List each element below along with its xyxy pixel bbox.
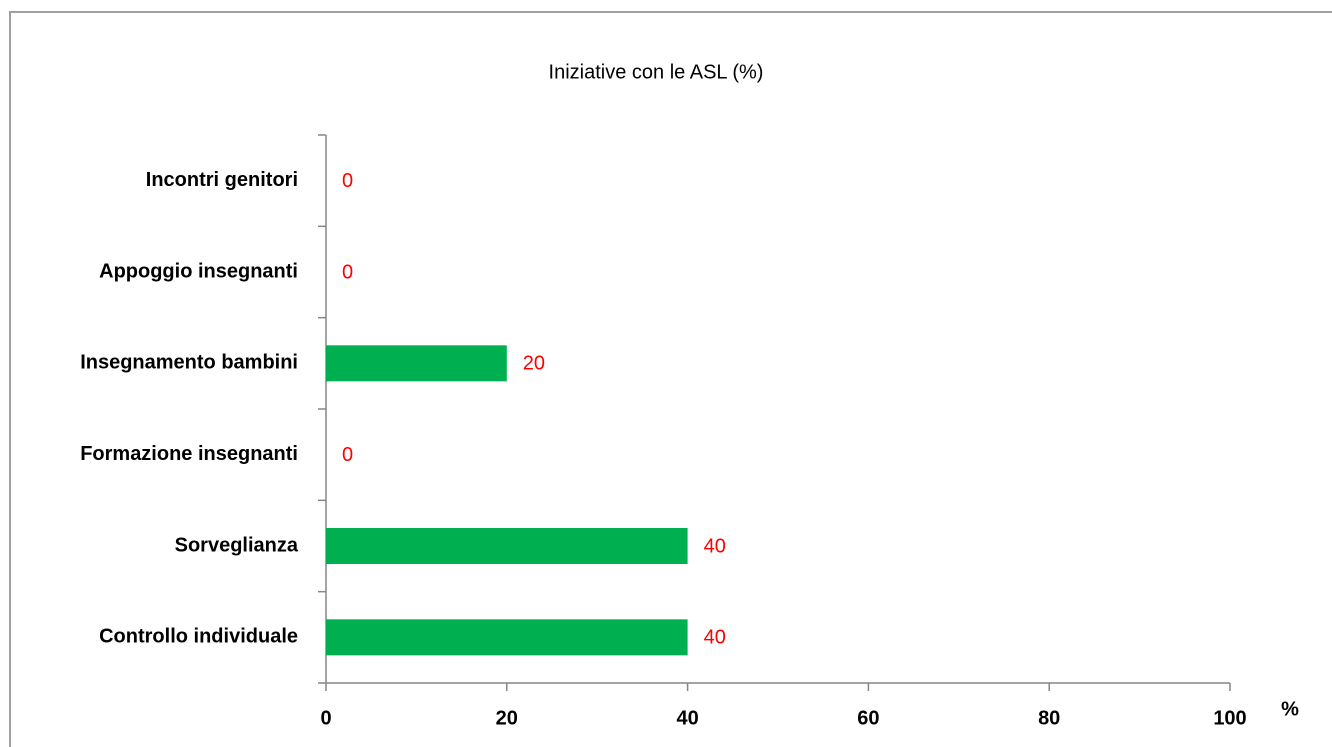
y-tick-label: Incontri genitori	[146, 169, 298, 191]
value-label: 0	[342, 170, 353, 192]
x-tick-label: 20	[496, 707, 518, 729]
value-label: 40	[704, 627, 726, 649]
y-tick-label: Controllo individuale	[99, 626, 298, 648]
chart-frame	[9, 11, 1332, 747]
x-axis-label: %	[1281, 698, 1299, 720]
bar	[326, 528, 688, 564]
x-tick-label: 60	[857, 707, 879, 729]
y-tick-label: Sorveglianza	[175, 534, 299, 556]
y-tick-label: Formazione insegnanti	[80, 443, 298, 465]
value-label: 20	[523, 353, 545, 375]
value-label: 0	[342, 444, 353, 466]
chart-title: Iniziative con le ASL (%)	[549, 61, 764, 83]
bar	[326, 345, 507, 382]
x-tick-label: 100	[1213, 707, 1246, 729]
x-tick-label: 80	[1038, 707, 1060, 729]
bar	[326, 619, 688, 656]
value-label: 40	[704, 535, 726, 557]
y-tick-label: Insegnamento bambini	[80, 352, 298, 374]
value-label: 0	[342, 261, 353, 283]
x-tick-label: 0	[320, 707, 331, 729]
y-tick-label: Appoggio insegnanti	[99, 260, 298, 282]
x-tick-label: 40	[676, 707, 698, 729]
